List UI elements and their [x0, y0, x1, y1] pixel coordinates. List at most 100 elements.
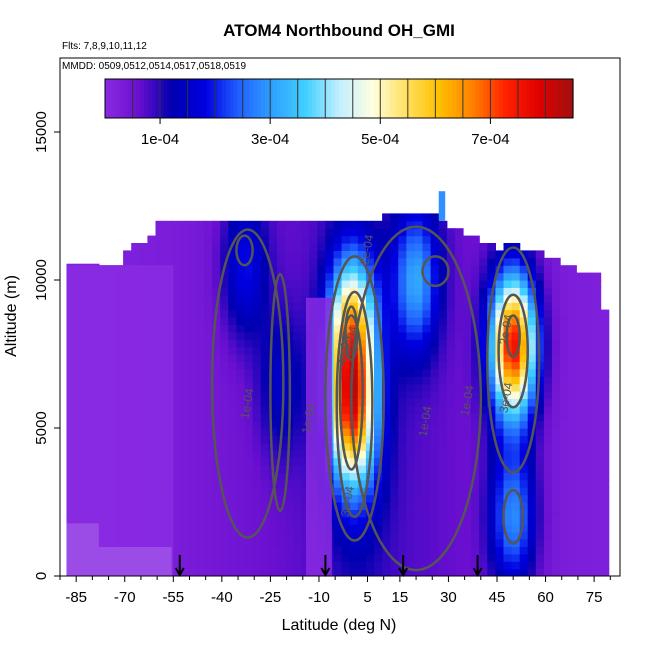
- heat-cell: [212, 413, 221, 422]
- heat-cell: [560, 324, 569, 333]
- heat-cell: [228, 376, 237, 385]
- heat-cell: [236, 220, 246, 229]
- heat-cell: [560, 361, 569, 370]
- heat-cell: [487, 302, 496, 311]
- heat-cell: [527, 487, 537, 496]
- heat-cell: [584, 561, 594, 570]
- heat-cell: [511, 331, 521, 340]
- heat-cell: [406, 339, 416, 348]
- heat-cell: [187, 235, 197, 244]
- heat-cell: [252, 368, 262, 377]
- heat-cell: [535, 494, 545, 503]
- heat-cell: [301, 472, 310, 481]
- heat-cell: [333, 317, 343, 325]
- heat-cell: [511, 413, 521, 422]
- colorbar-swatch: [108, 79, 114, 118]
- heat-cell: [139, 250, 148, 259]
- heat-cell: [503, 442, 513, 451]
- heat-cell: [560, 568, 569, 576]
- heat-cell: [220, 309, 229, 318]
- heat-cell: [560, 516, 569, 525]
- heat-cell: [276, 376, 286, 385]
- y-axis-label: Altitude (m): [3, 275, 20, 357]
- heat-cell: [511, 257, 521, 266]
- heat-cell: [446, 309, 456, 318]
- heat-cell: [293, 346, 302, 355]
- heat-cell: [252, 398, 262, 407]
- heat-cell: [236, 494, 246, 503]
- heat-cell: [471, 376, 480, 385]
- heat-cell: [454, 243, 464, 251]
- heat-cell: [535, 294, 545, 303]
- heat-cell: [293, 250, 302, 259]
- heat-cell: [592, 346, 602, 355]
- heat-cell: [592, 539, 602, 547]
- heat-cell: [357, 472, 367, 481]
- heat-cell: [479, 243, 488, 251]
- heat-cell: [584, 450, 594, 459]
- heat-cell: [341, 546, 351, 555]
- heat-cell: [365, 376, 375, 385]
- heat-cell: [600, 339, 610, 348]
- heat-cell: [454, 250, 464, 259]
- heat-cell: [374, 302, 383, 311]
- heat-cell: [325, 265, 335, 274]
- colorbar-swatch: [136, 79, 141, 118]
- heat-cell: [212, 317, 221, 325]
- heat-cell: [600, 383, 610, 392]
- heat-cell: [276, 361, 286, 370]
- heat-cell: [543, 391, 553, 399]
- heat-cell: [487, 331, 496, 340]
- heat-cell: [519, 398, 529, 407]
- heat-cell: [382, 568, 391, 576]
- heat-cell: [228, 294, 237, 303]
- heat-cell: [463, 546, 472, 555]
- heat-cell: [301, 405, 310, 414]
- heat-cell: [430, 450, 440, 459]
- heat-cell: [560, 398, 569, 407]
- heat-cell: [196, 524, 205, 533]
- heat-cell: [519, 553, 529, 562]
- heat-cell: [293, 398, 302, 407]
- heat-cell: [463, 568, 472, 576]
- heat-cell: [276, 243, 286, 251]
- heat-cell: [552, 376, 561, 385]
- heat-cell: [349, 524, 359, 533]
- heat-cell: [398, 220, 407, 229]
- heat-cell: [406, 287, 416, 296]
- heat-cell: [560, 457, 569, 466]
- colorbar-swatch: [167, 79, 172, 118]
- heat-cell: [576, 317, 585, 325]
- heat-cell: [357, 442, 367, 451]
- colorbar-swatch: [237, 79, 243, 118]
- heat-cell: [471, 265, 480, 274]
- heat-cell: [552, 428, 561, 436]
- heat-cell: [268, 287, 278, 296]
- heat-cell: [390, 553, 399, 562]
- colorbar-swatch: [448, 79, 453, 118]
- heat-cell: [325, 250, 335, 259]
- heat-cell: [179, 346, 189, 355]
- heat-cell: [357, 479, 367, 488]
- heat-cell: [454, 494, 464, 503]
- heat-cell: [487, 450, 496, 459]
- heat-cell: [212, 391, 221, 399]
- heat-cell: [204, 516, 213, 525]
- heat-cell: [543, 442, 553, 451]
- heat-cell: [592, 472, 602, 481]
- heat-cell: [285, 539, 294, 547]
- heat-cell: [204, 546, 213, 555]
- heat-cell: [228, 531, 237, 540]
- heat-cell: [349, 324, 359, 333]
- heat-cell: [414, 428, 424, 436]
- heat-cell: [454, 539, 464, 547]
- heat-cell: [487, 539, 496, 547]
- heat-cell: [341, 487, 351, 496]
- heat-cell: [438, 368, 448, 377]
- heat-cell: [414, 568, 424, 576]
- heat-cell: [171, 220, 181, 229]
- heat-cell: [171, 383, 181, 392]
- colorbar-swatch: [292, 79, 297, 118]
- x-tick-label: -70: [114, 589, 136, 606]
- heat-cell: [333, 524, 343, 533]
